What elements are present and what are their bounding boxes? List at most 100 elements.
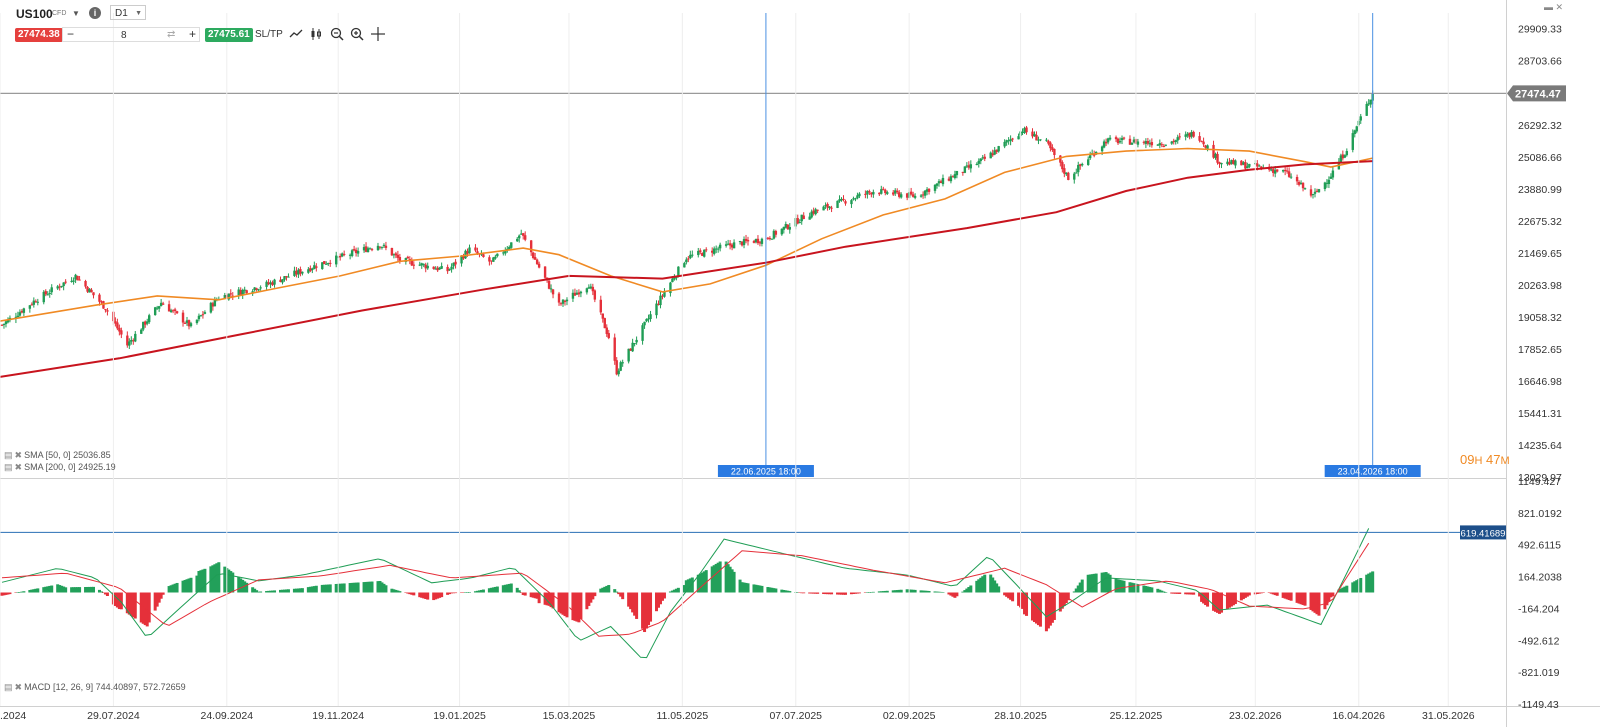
- candle[interactable]: [418, 264, 421, 266]
- candle[interactable]: [195, 319, 199, 324]
- macd-bar[interactable]: [772, 588, 776, 593]
- candle[interactable]: [502, 252, 505, 254]
- macd-bar[interactable]: [756, 585, 760, 593]
- candle[interactable]: [571, 292, 575, 299]
- macd-bar[interactable]: [740, 582, 744, 593]
- candle[interactable]: [1309, 189, 1313, 196]
- candle[interactable]: [854, 198, 857, 200]
- candle[interactable]: [1174, 140, 1177, 143]
- candle[interactable]: [148, 315, 151, 323]
- candle[interactable]: [744, 238, 748, 242]
- macd-bar[interactable]: [1120, 580, 1124, 593]
- candle[interactable]: [728, 243, 732, 246]
- macd-bar[interactable]: [1202, 592, 1206, 604]
- candle[interactable]: [126, 335, 129, 346]
- candle[interactable]: [782, 226, 786, 230]
- macd-bar[interactable]: [1371, 571, 1375, 593]
- candle[interactable]: [967, 165, 971, 168]
- macd-bar[interactable]: [36, 588, 40, 593]
- macd-bar[interactable]: [1025, 592, 1029, 616]
- macd-bar[interactable]: [1341, 587, 1345, 593]
- macd-bar[interactable]: [800, 592, 804, 594]
- candle[interactable]: [488, 257, 491, 262]
- macd-bar[interactable]: [1011, 592, 1015, 602]
- candle[interactable]: [1061, 162, 1064, 170]
- candle[interactable]: [629, 348, 632, 351]
- candle[interactable]: [1033, 133, 1036, 137]
- macd-bar[interactable]: [328, 584, 332, 593]
- macd-bar[interactable]: [396, 590, 400, 593]
- macd-bar[interactable]: [515, 587, 519, 593]
- macd-bar[interactable]: [925, 590, 929, 593]
- candle[interactable]: [899, 194, 903, 198]
- candle[interactable]: [100, 301, 103, 303]
- candle[interactable]: [716, 248, 720, 250]
- candle[interactable]: [293, 270, 296, 276]
- candle[interactable]: [543, 266, 547, 278]
- candle[interactable]: [683, 263, 686, 268]
- macd-bar[interactable]: [467, 592, 471, 593]
- candle[interactable]: [852, 198, 855, 200]
- candle[interactable]: [516, 238, 519, 242]
- candle[interactable]: [808, 216, 811, 220]
- candle[interactable]: [1188, 132, 1191, 138]
- macd-bar[interactable]: [245, 582, 249, 593]
- sma200-legend[interactable]: ▤ ✖ SMA [200, 0] 24925.19: [4, 462, 116, 473]
- candle[interactable]: [22, 308, 26, 313]
- macd-bar[interactable]: [481, 589, 485, 593]
- candle[interactable]: [989, 152, 992, 159]
- candle[interactable]: [259, 287, 262, 289]
- macd-bar[interactable]: [911, 589, 915, 593]
- candle[interactable]: [884, 189, 887, 194]
- candle[interactable]: [253, 287, 256, 291]
- macd-panel[interactable]: 619.41689: [0, 525, 1506, 659]
- candle[interactable]: [1081, 163, 1084, 166]
- macd-bar[interactable]: [1100, 572, 1104, 593]
- macd-bar[interactable]: [1303, 592, 1307, 606]
- candle[interactable]: [1325, 182, 1329, 184]
- line-chart-icon[interactable]: [288, 26, 304, 42]
- candle[interactable]: [370, 249, 374, 251]
- candle[interactable]: [732, 242, 736, 249]
- macd-bar[interactable]: [352, 582, 356, 593]
- macd-bar[interactable]: [1190, 592, 1194, 595]
- macd-bar[interactable]: [195, 575, 199, 593]
- macd-bar[interactable]: [863, 592, 867, 593]
- macd-bar[interactable]: [475, 590, 479, 593]
- macd-bar[interactable]: [838, 592, 842, 595]
- candle[interactable]: [561, 299, 565, 304]
- macd-bar[interactable]: [215, 563, 219, 593]
- candle[interactable]: [450, 266, 453, 270]
- macd-bar[interactable]: [464, 592, 468, 593]
- macd-bar[interactable]: [509, 583, 513, 593]
- candle[interactable]: [16, 315, 20, 317]
- candle[interactable]: [1226, 161, 1229, 165]
- candle[interactable]: [828, 206, 831, 209]
- macd-bar[interactable]: [161, 592, 165, 595]
- candle[interactable]: [36, 301, 39, 303]
- macd-bar[interactable]: [199, 570, 203, 593]
- candle[interactable]: [398, 256, 402, 261]
- candle[interactable]: [1365, 104, 1368, 116]
- macd-bar[interactable]: [1295, 592, 1299, 603]
- macd-bar[interactable]: [1317, 592, 1321, 616]
- macd-bar[interactable]: [995, 583, 999, 593]
- macd-bar[interactable]: [885, 590, 889, 593]
- macd-bar[interactable]: [937, 591, 941, 593]
- candle[interactable]: [56, 286, 59, 289]
- macd-bar[interactable]: [141, 592, 145, 624]
- last-price-badge[interactable]: [1507, 85, 1566, 102]
- macd-bar[interactable]: [64, 587, 68, 593]
- macd-bar[interactable]: [398, 591, 402, 593]
- candle[interactable]: [1176, 137, 1179, 141]
- candle[interactable]: [788, 227, 791, 230]
- macd-bar[interactable]: [1331, 592, 1335, 597]
- macd-bar[interactable]: [1174, 592, 1178, 594]
- candle[interactable]: [297, 269, 300, 275]
- macd-bar[interactable]: [949, 592, 953, 596]
- macd-bar[interactable]: [899, 589, 903, 593]
- candle[interactable]: [591, 286, 595, 292]
- candle[interactable]: [494, 256, 497, 259]
- candle[interactable]: [327, 263, 330, 265]
- macd-bar[interactable]: [1186, 592, 1190, 595]
